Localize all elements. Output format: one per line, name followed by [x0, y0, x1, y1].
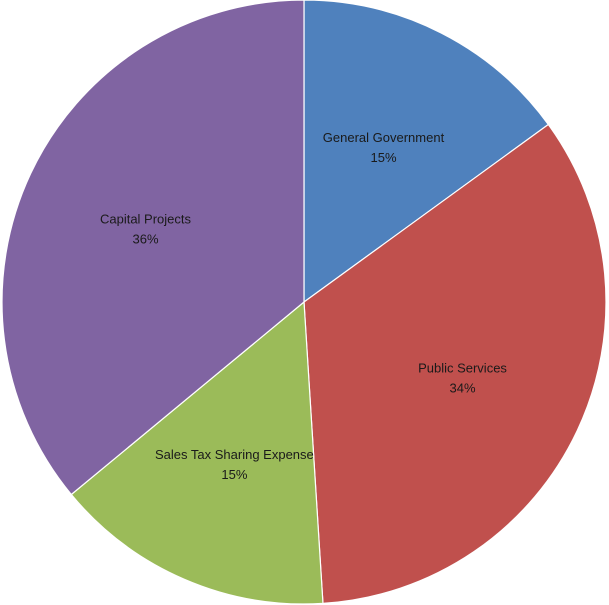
pie-label-percent: 15%	[221, 467, 247, 482]
pie-label-public-services: Public Services 34%	[418, 361, 507, 396]
pie-label-name: Capital Projects	[100, 211, 192, 226]
pie-label-capital-projects: Capital Projects 36%	[100, 211, 192, 246]
pie-slice-sales-tax-sharing-expense	[70, 300, 324, 605]
pie-label-percent: 34%	[449, 381, 475, 396]
pie-label-sales-tax-sharing-expense: Sales Tax Sharing Expense 15%	[155, 447, 314, 482]
pie-slice-capital-projects	[1, 0, 305, 496]
pie-label-general-government: General Government 15%	[323, 130, 445, 165]
pie-label-percent: 15%	[370, 150, 396, 165]
pie-label-name: Public Services	[418, 361, 507, 376]
pie-labels: General Government 15% Public Services 34% S…	[100, 130, 507, 482]
pie-label-percent: 36%	[132, 231, 158, 246]
pie-slice-general-government	[303, 0, 550, 304]
pie-label-name: General Government	[323, 130, 445, 145]
pie-slice-public-services	[303, 123, 607, 605]
pie-label-name: Sales Tax Sharing Expense	[155, 447, 314, 462]
